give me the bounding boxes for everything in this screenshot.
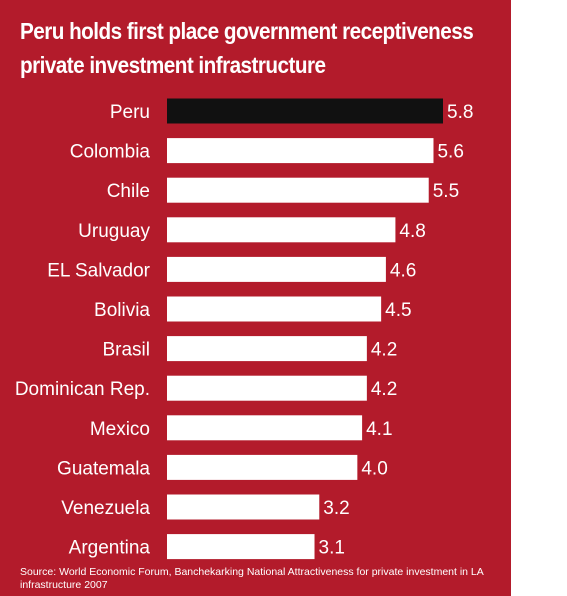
value-label-uruguay: 4.8 <box>399 221 425 242</box>
bar-dominican-rep <box>167 375 367 401</box>
bar-el-salvador <box>167 256 386 282</box>
bar-guatemala <box>167 454 358 480</box>
category-label-brasil: Brasil <box>102 340 150 361</box>
chart-panel: Peru holds first place government recept… <box>0 0 511 596</box>
category-label-chile: Chile <box>107 181 150 202</box>
bar-argentina <box>167 534 315 560</box>
chart-title-line-2: private investment infrastructure <box>20 52 326 78</box>
category-label-argentina: Argentina <box>69 538 151 559</box>
category-label-el-salvador: EL Salvador <box>47 260 150 281</box>
value-label-peru: 5.8 <box>447 102 473 123</box>
value-label-colombia: 5.6 <box>437 142 463 163</box>
category-label-bolivia: Bolivia <box>94 300 150 321</box>
bar-chile <box>167 177 429 203</box>
bar-peru <box>167 98 443 124</box>
value-label-guatemala: 4.0 <box>361 458 387 479</box>
category-label-peru: Peru <box>110 102 150 123</box>
chart-title: Peru holds first place government recept… <box>20 14 474 82</box>
bar-brasil <box>167 336 367 362</box>
category-label-colombia: Colombia <box>70 142 151 163</box>
value-label-argentina: 3.1 <box>319 538 345 559</box>
bar-uruguay <box>167 217 396 243</box>
bar-mexico <box>167 415 363 441</box>
category-label-venezuela: Venezuela <box>61 498 150 519</box>
value-label-venezuela: 3.2 <box>323 498 349 519</box>
value-label-bolivia: 4.5 <box>385 300 411 321</box>
category-label-dominican-rep: Dominican Rep. <box>15 379 150 400</box>
chart-title-line-1: Peru holds first place government recept… <box>20 18 474 44</box>
value-label-dominican-rep: 4.2 <box>371 379 397 400</box>
value-label-brasil: 4.2 <box>371 340 397 361</box>
source-note: Source: World Economic Forum, Banchekark… <box>20 566 484 591</box>
bar-bolivia <box>167 296 382 322</box>
value-label-mexico: 4.1 <box>366 419 392 440</box>
category-label-mexico: Mexico <box>90 419 150 440</box>
bar-colombia <box>167 138 434 164</box>
value-label-el-salvador: 4.6 <box>390 260 416 281</box>
category-label-guatemala: Guatemala <box>57 458 150 479</box>
category-label-uruguay: Uruguay <box>78 221 150 242</box>
bar-venezuela <box>167 494 320 520</box>
value-label-chile: 5.5 <box>433 181 459 202</box>
bar-chart: Peru 5.8 Colombia 5.6 Chile 5.5 Uruguay 4.8 EL S… <box>15 98 473 560</box>
